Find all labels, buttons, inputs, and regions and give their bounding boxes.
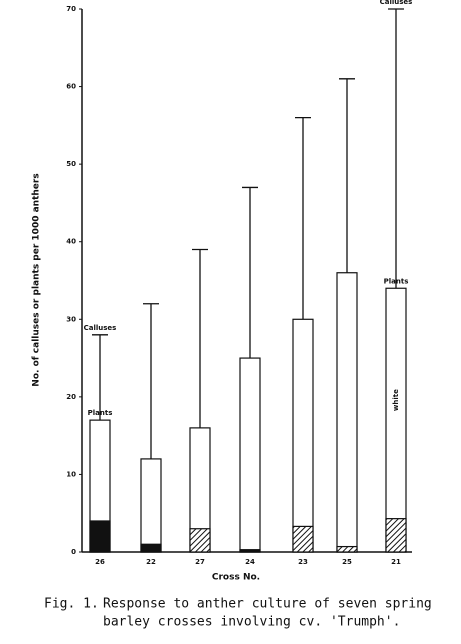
annotation: Plants — [384, 277, 409, 285]
bar — [140, 458, 162, 553]
caption-line: barley crosses involving cv. 'Trumph'. — [103, 615, 400, 630]
x-tick-label: 23 — [298, 558, 308, 566]
x-axis-label: Cross No. — [212, 573, 260, 583]
y-tick-label: 70 — [66, 5, 76, 13]
whisker — [92, 334, 108, 421]
caption-label: Fig. 1. — [44, 597, 99, 612]
x-tick-label: 26 — [95, 558, 105, 566]
bar-segment — [189, 528, 211, 553]
x-tick-label: 21 — [391, 558, 401, 566]
y-tick-label: 60 — [66, 83, 76, 91]
whisker — [242, 186, 258, 359]
y-tick-label: 0 — [71, 548, 76, 556]
y-axis-label: No. of calluses or plants per 1000 anthe… — [32, 173, 42, 386]
y-tick-label: 10 — [66, 470, 76, 478]
annotation: Calluses — [380, 0, 413, 6]
x-tick-label: 25 — [342, 558, 352, 566]
y-tick-label: 50 — [66, 160, 76, 168]
y-tick-label: 20 — [66, 393, 76, 401]
whisker — [192, 248, 208, 428]
x-tick-label: 27 — [195, 558, 205, 566]
whisker — [295, 116, 311, 320]
bar — [239, 357, 261, 553]
bar — [336, 272, 358, 553]
annotation: Calluses — [84, 324, 117, 332]
y-tick-label: 30 — [66, 315, 76, 323]
x-tick-label: 24 — [245, 558, 255, 566]
bar-segment — [336, 545, 358, 553]
caption-line: Response to anther culture of seven spri… — [103, 597, 432, 612]
whisker — [143, 303, 159, 459]
bar-segment — [140, 543, 162, 553]
annotation: white — [392, 389, 400, 411]
annotation: Plants — [88, 409, 113, 417]
bar — [385, 287, 407, 553]
y-tick-label: 40 — [66, 238, 76, 246]
bar-segment — [385, 518, 407, 553]
bar-segment — [239, 549, 261, 553]
whisker — [339, 78, 355, 273]
bar-segment — [89, 520, 111, 553]
x-tick-label: 22 — [146, 558, 156, 566]
bar — [292, 318, 314, 553]
whisker — [388, 8, 404, 289]
bar-segment — [292, 525, 314, 553]
